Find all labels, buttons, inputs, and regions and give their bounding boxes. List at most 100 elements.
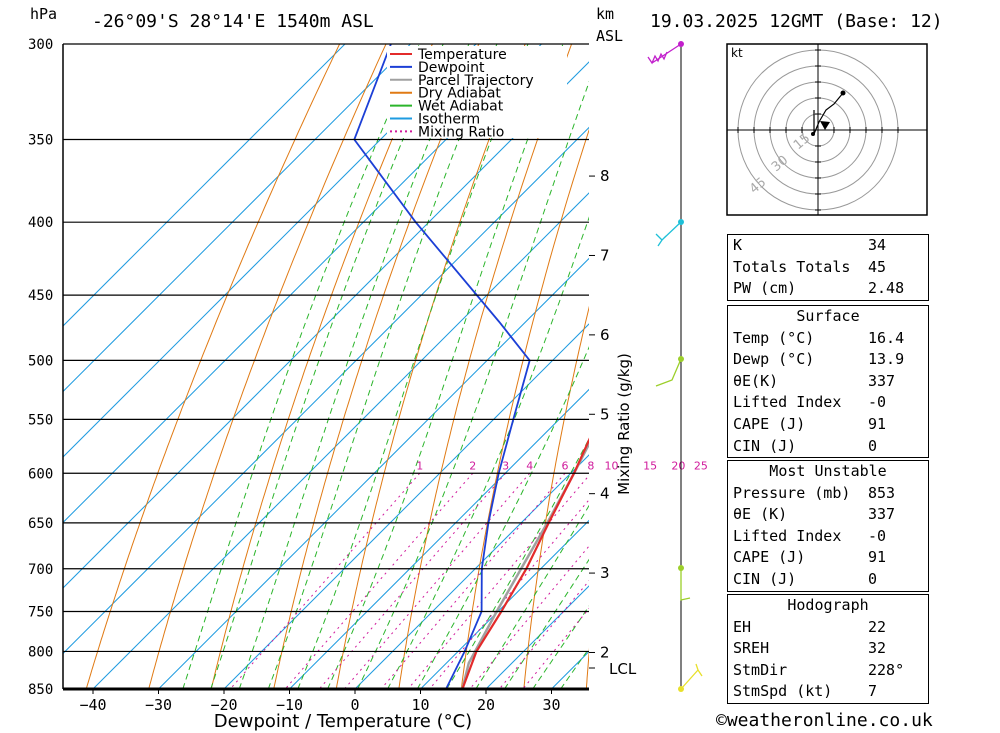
dry-adiabat-line bbox=[148, 44, 387, 689]
surface-label: Dewp (°C) bbox=[733, 350, 815, 369]
index-row: PW (cm) 2.48 bbox=[728, 278, 928, 300]
pressure-tick-label: 450 bbox=[28, 288, 53, 304]
x-axis-title: Dewpoint / Temperature (°C) bbox=[214, 711, 472, 732]
mu-label: θE (K) bbox=[733, 505, 788, 524]
mixing-ratio-line bbox=[407, 474, 589, 689]
mu-label: CAPE (J) bbox=[733, 548, 806, 567]
wet-adiabat-line bbox=[504, 558, 589, 689]
dewpoint-line bbox=[353, 44, 531, 689]
mixing-ratio-label: 2 bbox=[469, 459, 476, 472]
mixing-ratio-line bbox=[284, 472, 474, 689]
hodograph-start-marker bbox=[811, 132, 815, 136]
hodo-row: StmDir 228° bbox=[728, 660, 928, 682]
asl-unit-label: ASL bbox=[596, 27, 624, 45]
mu-label: Pressure (mb) bbox=[733, 483, 851, 502]
temperature-tick-label: 0 bbox=[350, 696, 359, 714]
pressure-tick-label: 600 bbox=[28, 466, 53, 482]
wet-adiabat-line bbox=[475, 504, 589, 689]
hodo-value: 228° bbox=[868, 660, 905, 679]
isotherm-line bbox=[63, 61, 589, 589]
km-tick-label: 5 bbox=[600, 405, 610, 423]
surface-label: CAPE (J) bbox=[733, 414, 806, 433]
mu-row: CAPE (J) 91 bbox=[728, 547, 928, 569]
hodo-label: EH bbox=[733, 617, 752, 636]
pressure-tick-label: 350 bbox=[28, 132, 53, 148]
surface-row: Lifted Index -0 bbox=[728, 392, 928, 414]
mixing-ratio-label: 15 bbox=[643, 459, 657, 472]
surface-value: -0 bbox=[868, 393, 887, 412]
mixing-ratio-label: 20 bbox=[671, 459, 685, 472]
wind-barb-700 bbox=[680, 568, 691, 601]
isotherm-line bbox=[354, 454, 589, 689]
mixing-ratio-label: 1 bbox=[416, 459, 423, 472]
mu-label: CIN (J) bbox=[733, 569, 797, 588]
mixing-ratio-label: 25 bbox=[694, 459, 708, 472]
pressure-tick-label: 800 bbox=[28, 644, 53, 660]
wet-adiabat-line bbox=[357, 80, 589, 689]
wind-barb-850 bbox=[680, 663, 703, 690]
pressure-tick-label: 550 bbox=[28, 412, 53, 428]
wet-adiabat-line bbox=[416, 346, 589, 689]
mixing-ratio-line bbox=[522, 607, 589, 689]
mu-value: -0 bbox=[868, 526, 887, 545]
surface-table: Surface Temp (°C) 16.4 Dewp (°C) 13.9 θE(K… bbox=[727, 305, 929, 459]
surface-title: Surface bbox=[796, 307, 860, 325]
hodograph-table: Hodograph EH 22 SREH 32 StmDir 228° StmSpd … bbox=[727, 594, 929, 704]
mu-value: 91 bbox=[868, 548, 887, 567]
isotherm-line bbox=[63, 126, 589, 655]
temperature-tick-label: 10 bbox=[411, 696, 429, 714]
surface-value: 13.9 bbox=[868, 350, 905, 369]
dry-adiabat-line bbox=[460, 128, 589, 689]
wind-barb-500 bbox=[655, 358, 682, 387]
surface-row: CAPE (J) 91 bbox=[728, 414, 928, 436]
pressure-tick-label: 700 bbox=[28, 562, 53, 578]
mixing-ratio-line bbox=[380, 472, 566, 689]
hodo-value: 32 bbox=[868, 639, 887, 658]
index-value: 45 bbox=[868, 257, 887, 276]
surface-label: Lifted Index bbox=[733, 393, 842, 412]
credit-link[interactable]: ©weatheronline.co.uk bbox=[716, 710, 933, 731]
mu-value: 0 bbox=[868, 569, 878, 588]
mixing-ratio-line bbox=[429, 499, 589, 689]
isotherm-line bbox=[420, 519, 589, 689]
wet-adiabat-line bbox=[182, 44, 420, 689]
mixing-ratio-label: 10 bbox=[604, 459, 618, 472]
surface-label: θE(K) bbox=[733, 371, 779, 390]
dry-adiabat-line bbox=[585, 647, 589, 689]
mu-row: Lifted Index -0 bbox=[728, 526, 928, 548]
index-value: 34 bbox=[868, 236, 887, 254]
km-tick-label: 3 bbox=[600, 564, 610, 582]
hodo-value: 22 bbox=[868, 617, 887, 636]
index-label: K bbox=[733, 236, 743, 254]
km-unit-label: km bbox=[596, 5, 615, 23]
location-title: -26°09'S 28°14'E 1540m ASL bbox=[92, 11, 374, 32]
legend-label: Isotherm bbox=[418, 112, 480, 128]
temperature-line bbox=[461, 437, 589, 689]
wind-barb-400 bbox=[655, 221, 682, 247]
dry-adiabat-line bbox=[85, 44, 341, 689]
km-tick-label: 6 bbox=[600, 326, 610, 344]
dry-adiabat-line bbox=[210, 44, 433, 689]
index-label: Totals Totals bbox=[733, 257, 851, 276]
hodo-row: SREH 32 bbox=[728, 638, 928, 660]
isotherm-line bbox=[158, 257, 589, 689]
legend-label: Temperature bbox=[417, 47, 507, 63]
km-tick-label: 8 bbox=[600, 167, 610, 185]
wet-adiabat-line bbox=[210, 44, 444, 689]
surface-label: CIN (J) bbox=[733, 436, 797, 455]
isotherm-line bbox=[63, 44, 411, 393]
hodo-row: EH 22 bbox=[728, 617, 928, 639]
surface-value: 91 bbox=[868, 414, 887, 433]
mu-value: 337 bbox=[868, 505, 896, 524]
pressure-tick-label: 750 bbox=[28, 604, 53, 620]
wet-adiabat-line bbox=[532, 605, 589, 689]
index-row: K 34 bbox=[728, 235, 928, 257]
legend-label: Dewpoint bbox=[418, 60, 485, 76]
dry-adiabat-line bbox=[398, 44, 573, 689]
surface-value: 337 bbox=[868, 371, 896, 390]
isotherm-line bbox=[63, 44, 477, 458]
isotherm-line bbox=[289, 388, 589, 689]
surface-row: θE(K) 337 bbox=[728, 371, 928, 393]
surface-label: Temp (°C) bbox=[733, 328, 815, 347]
